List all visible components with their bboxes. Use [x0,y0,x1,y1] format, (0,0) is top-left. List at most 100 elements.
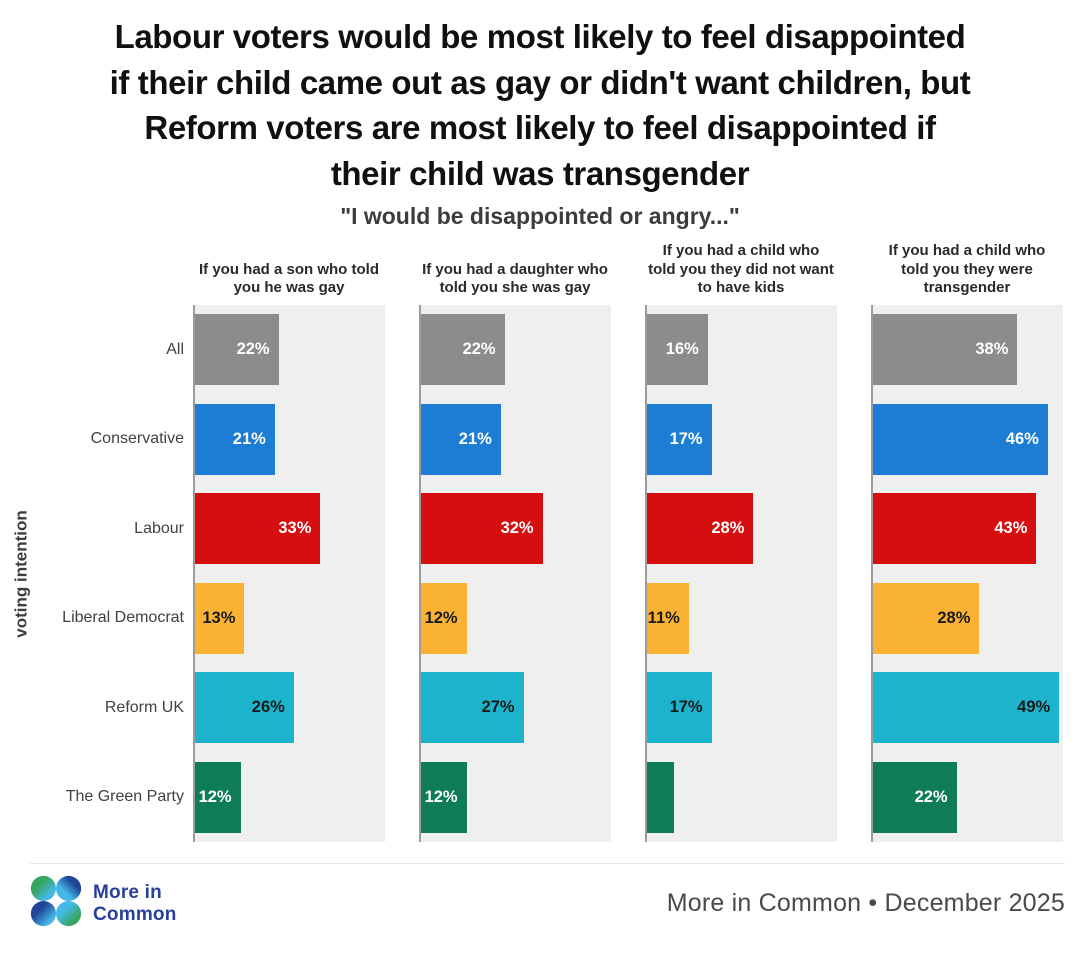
bar-row: 32% [421,484,611,574]
bar-row: 33% [195,484,385,574]
bar: 38% [873,314,1018,386]
panel-plot: 22% 21% 32% 12% 27% 12% [419,305,611,843]
bar-value-label: 27% [481,698,515,717]
bar-value-label: 22% [462,340,496,359]
more-in-common-logo-icon [30,875,82,932]
bar-row: 38% [873,305,1063,395]
panel-header: If you had a child who told you they did… [648,242,834,296]
bar-row: 12% [421,574,611,664]
bar-value-label: 16% [665,340,699,359]
bar-row: 12% [421,753,611,843]
panel-header: If you had a child who told you they wer… [888,242,1046,296]
bar: 13% [195,582,245,654]
bar-value-label: 26% [251,698,285,717]
chart-title-line: their child was transgender [330,154,750,192]
bar: 32% [421,493,543,565]
bar-row: 22% [421,305,611,395]
bar-panel: If you had a son who told you he was gay… [193,243,385,843]
bar-value-label: 13% [202,608,236,627]
bar: 12% [421,761,467,833]
bar: 17% [647,672,712,744]
bar-value-label: 21% [232,429,266,448]
chart-subtitle: "I would be disappointed or angry..." [340,203,740,230]
bar-value-label: 12% [424,608,458,627]
bar: 46% [873,403,1048,475]
bar-value-label: 17% [669,698,703,717]
bar-row: 13% [195,574,385,664]
row-label: The Green Party [65,788,184,806]
bar-panel: If you had a daughter who told you she w… [419,243,611,843]
bar-value-label: 49% [1017,698,1051,717]
bar: 43% [873,493,1037,565]
chart-title-line: if their child came out as gay or didn't… [109,63,971,101]
more-in-common-logo: More in Common [30,875,177,932]
chart-title-line: Labour voters would be most likely to fe… [114,18,966,55]
bar: 27% [421,672,524,744]
bar [647,761,674,833]
panel-plot: 22% 21% 33% 13% 26% 12% [193,305,385,843]
bar: 16% [647,314,708,386]
panel-header: If you had a son who told you he was gay [199,260,379,296]
logo-wordmark-line: Common [93,903,177,925]
chart-area: voting intention All Conservative Labour Li… [0,242,1080,843]
bar-row: 21% [421,395,611,485]
panel-plot: 38% 46% 43% 28% 49% 22% [871,305,1063,843]
row-labels: All Conservative Labour Liberal Democrat Ref… [0,305,193,842]
bar-row: 28% [873,574,1063,664]
y-axis-title-wrap: voting intention [0,305,44,842]
bar-value-label: 33% [278,519,312,538]
bar: 22% [421,314,505,386]
bar-row: 17% [647,395,837,485]
bar-value-label: 21% [458,429,492,448]
bar-row: 22% [195,305,385,395]
bar-row [647,753,837,843]
panel-plot: 16% 17% 28% 11% 17% [645,305,837,843]
row-label: All [166,340,184,358]
bar-row: 11% [647,574,837,664]
bar-row: 26% [195,663,385,753]
row-label: Labour [134,519,184,537]
bar: 26% [195,672,294,744]
footer: More in Common More in Common • December… [30,863,1065,932]
bar: 33% [195,493,321,565]
bar: 21% [195,403,275,475]
source-attribution: More in Common • December 2025 [666,889,1065,918]
bar: 22% [195,314,279,386]
bar: 12% [421,582,467,654]
bar-panel: If you had a child who told you they wer… [871,242,1063,843]
bar: 28% [647,493,754,565]
bar-value-label: 11% [647,608,680,627]
bar-value-label: 32% [500,519,534,538]
logo-wordmark: More in Common [93,882,177,925]
panel-header: If you had a daughter who told you she w… [422,260,608,296]
chart-title-line: Reform voters are most likely to feel di… [144,109,936,147]
bar-value-label: 28% [711,519,745,538]
bar: 21% [421,403,501,475]
bar-panels: If you had a son who told you he was gay… [193,242,1065,843]
bar-row: 43% [873,484,1063,574]
bar: 22% [873,761,957,833]
y-axis-column: voting intention All Conservative Labour Li… [0,243,193,842]
bar-panel: If you had a child who told you they did… [645,242,837,843]
bar: 12% [195,761,241,833]
bar-row: 46% [873,395,1063,485]
header-spacer [0,243,193,305]
bar-row: 28% [647,484,837,574]
bar-row: 17% [647,663,837,753]
bar-value-label: 22% [236,340,270,359]
bar-value-label: 12% [424,787,458,806]
row-label: Reform UK [104,698,184,716]
chart-title: Labour voters would be most likely to fe… [0,0,1080,196]
row-label: Liberal Democrat [62,609,184,627]
bar-row: 21% [195,395,385,485]
logo-wordmark-line: More in [93,882,162,904]
bar-value-label: 17% [669,429,703,448]
bar-value-label: 28% [937,608,971,627]
y-axis-title: voting intention [12,509,32,638]
bar: 17% [647,403,712,475]
bar-value-label: 38% [975,340,1009,359]
bar-value-label: 46% [1005,429,1039,448]
bar: 49% [873,672,1060,744]
bar-row: 22% [873,753,1063,843]
bar-value-label: 22% [914,787,948,806]
